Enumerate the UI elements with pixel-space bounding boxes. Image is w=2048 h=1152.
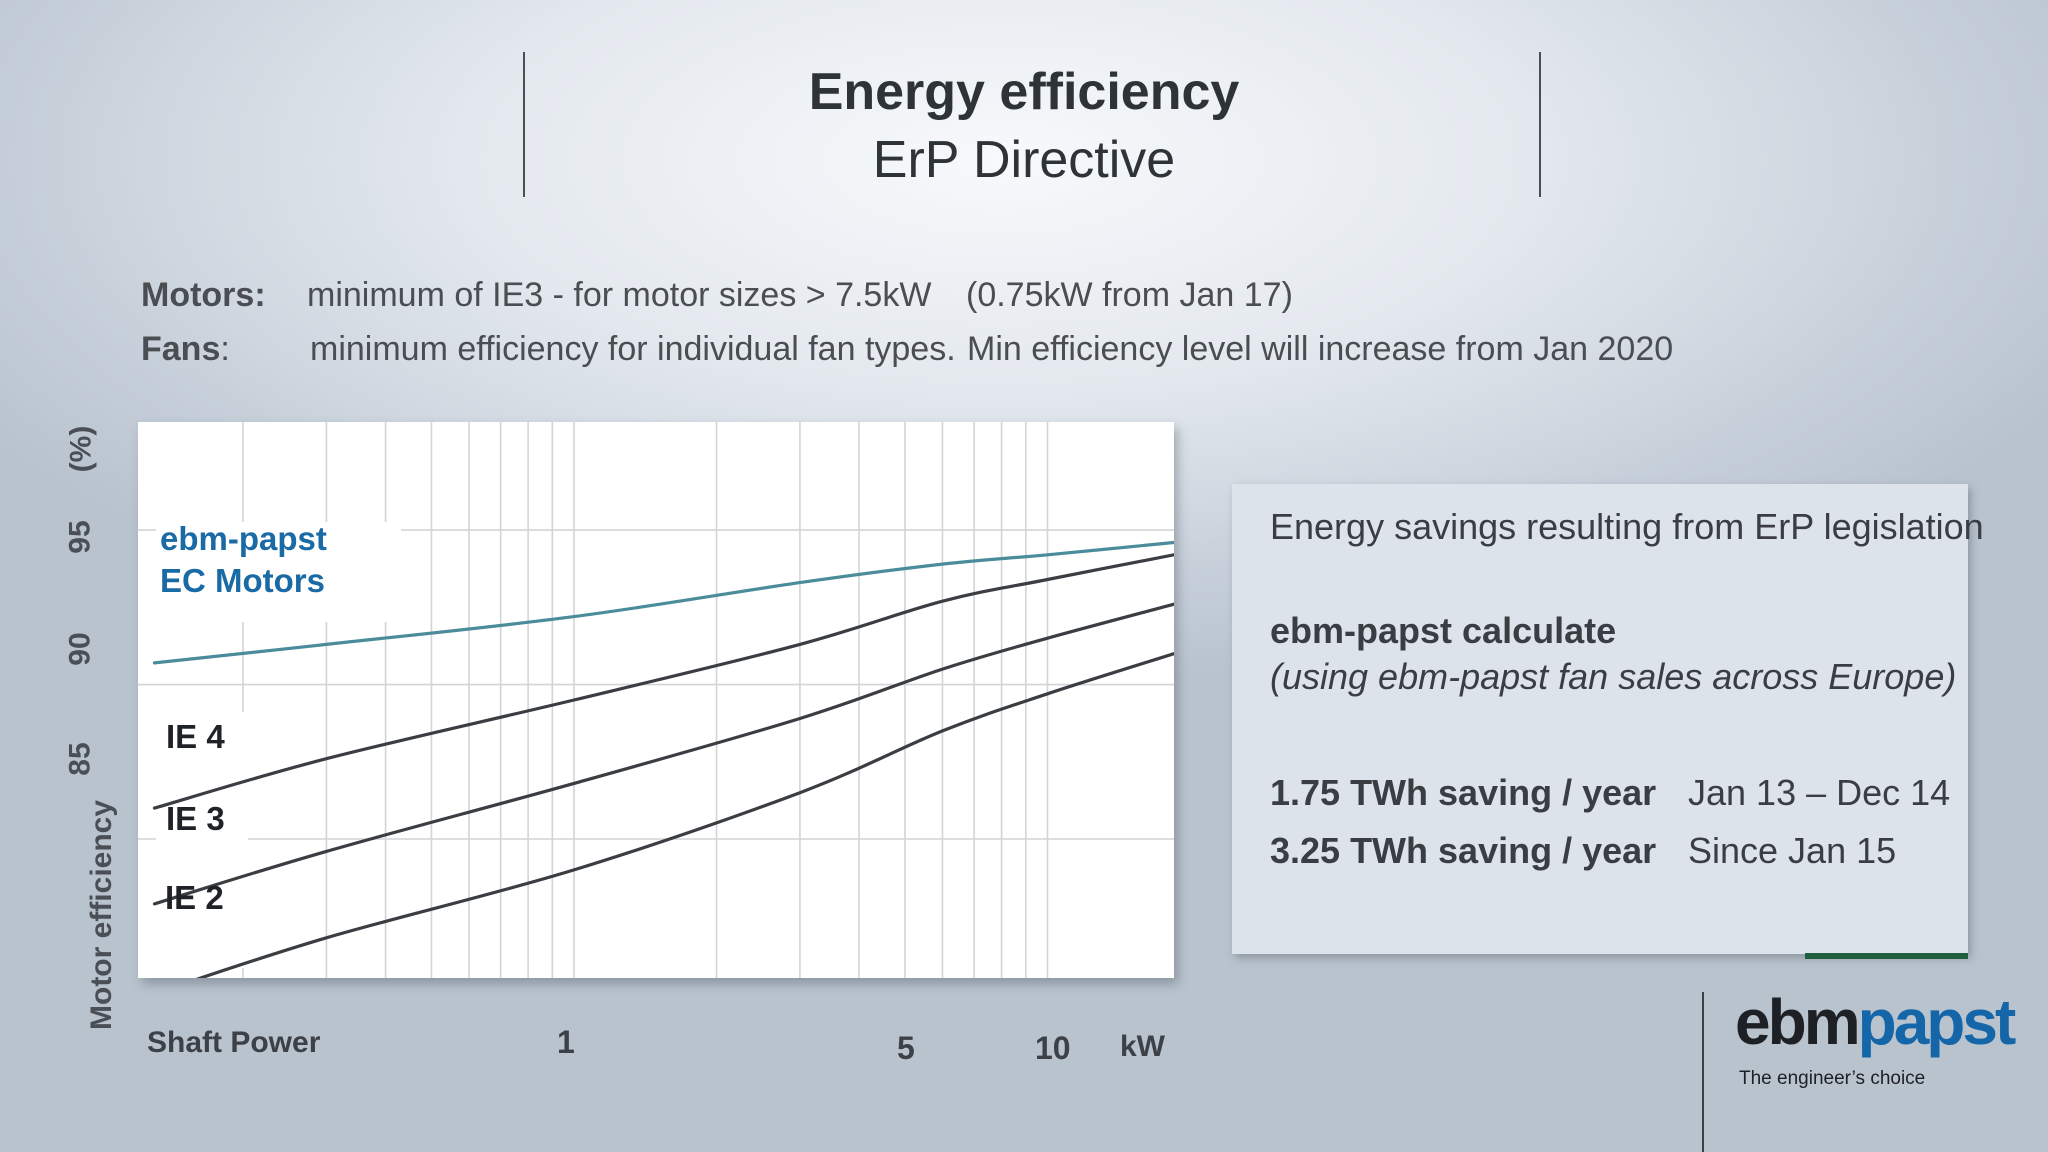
ie3-line — [152, 602, 1174, 906]
ie4-line — [152, 553, 1174, 810]
ec-label-line-1: ebm-papst — [160, 520, 327, 557]
calc-title: ebm-papst calculate — [1270, 610, 1617, 651]
efficiency-chart — [138, 422, 1174, 978]
saving-amount-2: 3.25 TWh saving / year — [1270, 830, 1657, 871]
savings-heading: Energy savings resulting from ErP legisl… — [1270, 506, 1984, 547]
series-label-ie2: IE 2 — [165, 879, 224, 916]
energy-savings-box: Energy savings resulting from ErP legisl… — [1232, 484, 1984, 954]
motors-note: (0.75kW from Jan 17) — [966, 276, 1293, 314]
saving-period-2: Since Jan 15 — [1688, 830, 1897, 871]
saving-period-1: Jan 13 – Dec 14 — [1688, 772, 1951, 813]
slide-title: Energy efficiency ErP Directive — [0, 58, 2048, 194]
x-tick-label: 10 — [1035, 1030, 1071, 1066]
fans-text: minimum efficiency for individual fan ty… — [310, 330, 956, 368]
title-divider-left — [523, 52, 525, 197]
motors-label: Motors: — [141, 276, 266, 314]
y-axis-unit: (%) — [64, 425, 98, 473]
series-label-ec-motors: ebm-papst EC Motors — [160, 518, 327, 602]
x-axis-unit: kW — [1120, 1030, 1165, 1063]
series-label-ie4: IE 4 — [166, 718, 225, 755]
y-axis-title: Motor efficiency — [85, 799, 118, 1030]
saving-amount-1: 1.75 TWh saving / year — [1270, 772, 1657, 813]
ec-motors-line — [152, 540, 1174, 665]
title-line-1: Energy efficiency — [808, 63, 1240, 121]
x-axis-title: Shaft Power — [147, 1026, 321, 1059]
label-backdrop — [156, 522, 401, 622]
ec-label-line-2: EC Motors — [160, 562, 325, 599]
logo-tagline: The engineer’s choice — [1739, 1068, 1926, 1089]
title-line-2: ErP Directive — [872, 131, 1176, 189]
calc-note: (using ebm-papst fan sales across Europe… — [1270, 656, 1957, 697]
y-tick-label: 90 — [63, 632, 97, 666]
motors-text: minimum of IE3 - for motor sizes > 7.5kW — [307, 276, 932, 314]
ebmpapst-logo: ebmpapst — [1735, 986, 2016, 1058]
series-label-ie3: IE 3 — [166, 800, 225, 837]
fans-note: Min efficiency level will increase from … — [967, 330, 1674, 368]
x-tick-label: 5 — [897, 1030, 915, 1066]
chart-plot-area — [138, 422, 1174, 978]
logo-accent-bar — [1805, 953, 1968, 959]
y-tick-label: 85 — [63, 742, 97, 776]
ie2-line — [195, 652, 1174, 978]
y-tick-label: 95 — [63, 520, 97, 554]
title-divider-right — [1539, 52, 1541, 197]
logo-divider — [1702, 992, 1704, 1152]
fans-label: Fans: — [141, 330, 230, 368]
label-backdrop — [156, 712, 248, 968]
x-tick-label: 1 — [557, 1024, 575, 1060]
